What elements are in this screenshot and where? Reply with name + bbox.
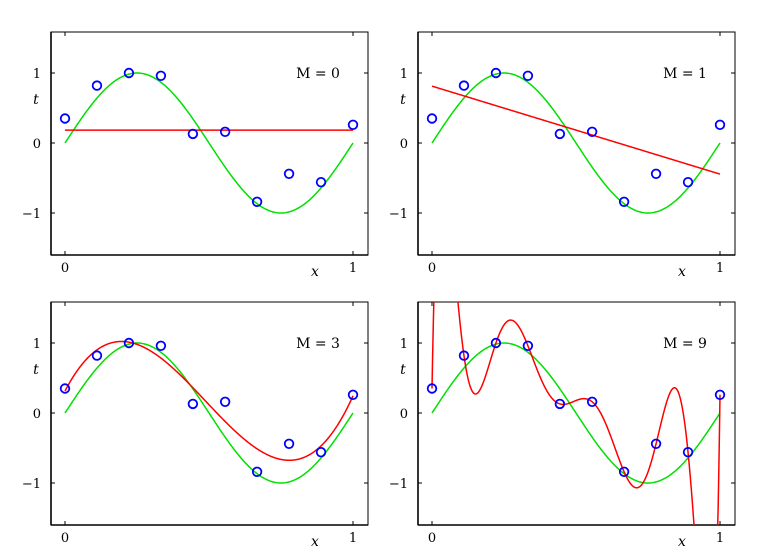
y-tick-label: −1 <box>389 477 408 492</box>
data-point <box>554 398 566 410</box>
y-axis-label: t <box>400 92 406 108</box>
data-point <box>650 168 662 180</box>
fit-curve <box>431 302 721 525</box>
data-point <box>490 337 502 349</box>
y-tick-label: 0 <box>33 407 41 422</box>
data-point <box>714 119 726 131</box>
y-tick-label: 1 <box>33 337 41 352</box>
panel-0: −1 0 1 0 1 x t M = 0 <box>22 31 369 280</box>
y-tick-label: 0 <box>33 137 41 152</box>
data-point <box>426 113 438 124</box>
data-point <box>682 176 694 188</box>
data-point <box>251 196 263 208</box>
y-axis-label: t <box>33 362 39 378</box>
data-point <box>155 340 167 352</box>
data-point <box>123 67 135 79</box>
data-point <box>458 350 470 361</box>
true-curve <box>431 72 721 214</box>
y-tick-label: −1 <box>22 477 41 492</box>
x-tick-label: 0 <box>428 531 436 546</box>
data-point <box>219 126 231 138</box>
order-label: M = 9 <box>663 336 707 352</box>
data-point <box>315 446 327 458</box>
data-point <box>315 176 327 188</box>
x-tick-label: 1 <box>716 261 724 276</box>
data-point <box>347 119 359 131</box>
x-axis-label: x <box>311 264 319 280</box>
data-point <box>155 70 167 82</box>
data-point <box>586 126 598 138</box>
x-tick-label: 0 <box>428 261 436 276</box>
data-point <box>586 396 598 408</box>
x-tick-label: 1 <box>349 261 357 276</box>
panel-9: −1 0 1 0 1 x t M = 9 <box>389 301 736 550</box>
data-point <box>522 70 534 82</box>
data-point <box>283 438 295 450</box>
data-point <box>91 350 103 361</box>
y-tick-label: 1 <box>400 337 408 352</box>
order-label: M = 0 <box>296 66 340 82</box>
data-point <box>251 466 263 478</box>
data-point <box>219 396 231 408</box>
y-axis-label: t <box>33 92 39 108</box>
data-point <box>458 80 470 91</box>
fit-curve <box>431 85 721 175</box>
data-point <box>714 389 726 401</box>
data-point <box>91 80 103 91</box>
data-point <box>522 340 534 352</box>
y-tick-label: −1 <box>389 207 408 222</box>
order-label: M = 3 <box>296 336 340 352</box>
data-point <box>650 438 662 450</box>
y-tick-label: 0 <box>400 407 408 422</box>
data-point <box>187 398 199 410</box>
panel-1: −1 0 1 0 1 x t M = 1 <box>389 31 736 280</box>
x-axis-label: x <box>678 264 686 280</box>
data-point <box>618 466 630 478</box>
data-point <box>347 389 359 401</box>
data-point <box>283 168 295 180</box>
x-tick-label: 0 <box>61 531 69 546</box>
panel-3: −1 0 1 0 1 x t M = 3 <box>22 301 369 550</box>
x-tick-label: 0 <box>61 261 69 276</box>
data-point <box>490 67 502 79</box>
y-axis-label: t <box>400 362 406 378</box>
y-tick-label: 1 <box>33 67 41 82</box>
data-point <box>426 383 438 394</box>
x-axis-label: x <box>678 534 686 550</box>
fit-curve <box>64 340 354 462</box>
true-curve <box>64 342 354 484</box>
data-point <box>123 337 135 349</box>
y-tick-label: −1 <box>22 207 41 222</box>
true-curve <box>64 72 354 214</box>
data-point <box>187 128 199 140</box>
data-point <box>554 128 566 140</box>
data-point <box>618 196 630 208</box>
x-axis-label: x <box>311 534 319 550</box>
x-tick-label: 1 <box>716 531 724 546</box>
y-tick-label: 1 <box>400 67 408 82</box>
data-point <box>59 113 71 124</box>
data-point <box>59 383 71 394</box>
true-curve <box>431 342 721 484</box>
y-tick-label: 0 <box>400 137 408 152</box>
data-point <box>682 446 694 458</box>
x-tick-label: 1 <box>349 531 357 546</box>
order-label: M = 1 <box>663 66 707 82</box>
